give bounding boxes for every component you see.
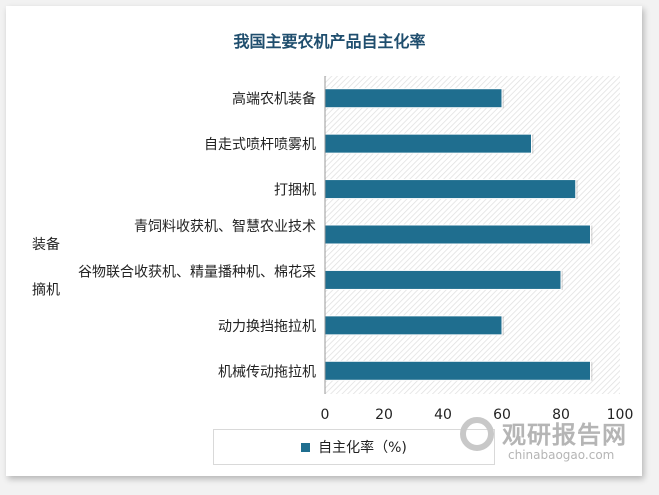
category-label: 青饲料收获机、智慧农业技术装备 <box>32 219 316 253</box>
chart-title: 我国主要农机产品自主化率 <box>233 32 426 51</box>
bar <box>324 224 591 245</box>
x-tick-label: 80 <box>552 407 570 423</box>
watermark-brand: 观研报告网 <box>502 421 627 449</box>
category-label: 高端农机装备 <box>232 91 316 108</box>
x-tick-label: 100 <box>607 407 634 423</box>
category-label: 谷物联合收获机、精量播种机、棉花采摘机 <box>32 263 316 298</box>
bar <box>324 269 562 290</box>
legend: 自主化率（%) <box>213 429 495 465</box>
category-label: 动力换挡拖拉机 <box>218 318 316 335</box>
x-tick-label: 60 <box>493 407 511 423</box>
x-tick-label: 40 <box>434 407 452 423</box>
bar <box>324 88 503 109</box>
watermark-logo-icon <box>460 417 494 451</box>
category-label: 机械传动拖拉机 <box>218 364 316 380</box>
legend-label: 自主化率（%) <box>318 440 407 456</box>
bar <box>324 315 503 336</box>
bar <box>324 179 577 200</box>
watermark: 观研报告网 chinabaogao.com <box>460 415 627 462</box>
bar <box>324 133 532 154</box>
watermark-url: chinabaogao.com <box>508 448 615 462</box>
x-tick-label: 0 <box>321 407 330 423</box>
x-tick-label: 20 <box>375 407 393 423</box>
category-label: 自走式喷杆喷雾机 <box>204 137 316 153</box>
bar <box>324 360 591 381</box>
legend-swatch <box>301 442 311 452</box>
category-label: 打捆机 <box>274 182 316 199</box>
